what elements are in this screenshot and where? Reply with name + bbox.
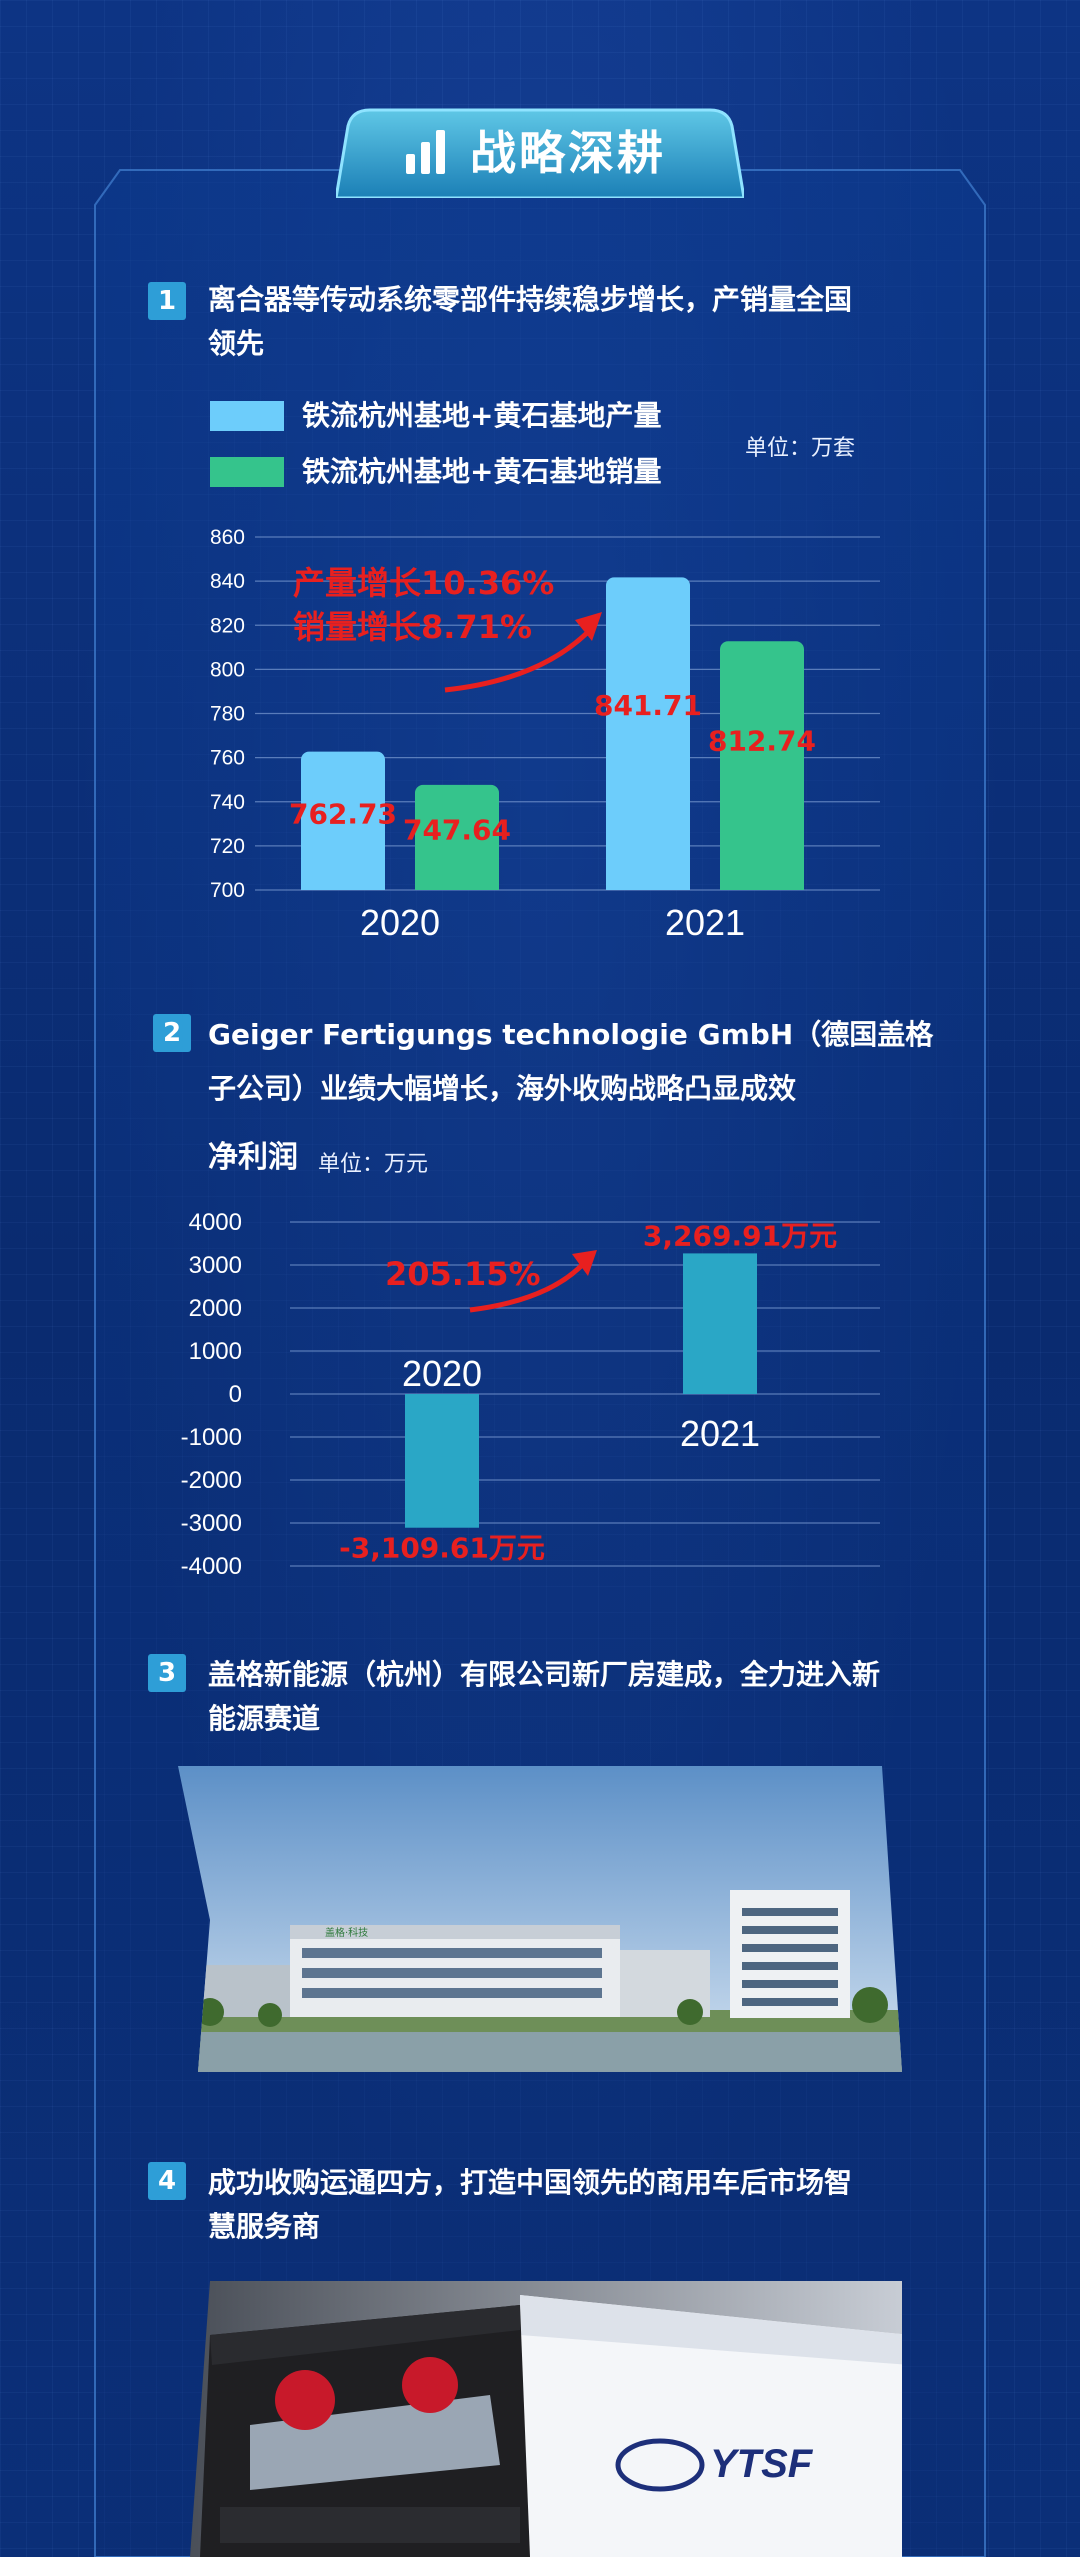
- section-1-badge: 1: [148, 282, 186, 320]
- y-tick-label: 860: [210, 526, 245, 549]
- bar-net-profit-2021: [683, 1253, 757, 1394]
- truck-logo: YTSF: [710, 2442, 814, 2486]
- growth-arrowhead: [575, 612, 602, 641]
- bar-production-2021: [606, 577, 690, 890]
- x-category-label: 2021: [665, 902, 745, 943]
- section-4-heading-line1: 成功收购运通四方，打造中国领先的商用车后市场智: [208, 2166, 853, 2199]
- section-1-heading-line2: 领先: [208, 327, 265, 360]
- section-1-heading-line1: 离合器等传动系统零部件持续稳步增长，产销量全国: [208, 283, 853, 316]
- chart-production-sales: 700 720 740 760 780 800 820 840 860 762.73 747.64 2…: [210, 526, 880, 943]
- growth-arrow: [469, 1260, 587, 1313]
- y-tick-label: -1000: [181, 1424, 242, 1451]
- page-title: 战略深耕: [470, 126, 666, 180]
- bar-base-sales-2020: [415, 880, 499, 890]
- chart2-unit: 单位：万元: [318, 1152, 429, 1177]
- y-tick-label: 780: [210, 703, 245, 726]
- legend-label-production: 铁流杭州基地+黄石基地产量: [302, 399, 662, 432]
- section-4-badge: 4: [148, 2162, 186, 2200]
- growth-net-profit-label: 205.15%: [385, 1255, 541, 1293]
- section-2-heading-line1: Geiger Fertigungs technologie GmbH（德国盖格: [208, 1018, 934, 1051]
- legend-swatch-sales: [210, 457, 284, 487]
- bar-base-production-2021: [606, 880, 690, 890]
- y-tick-label: 700: [210, 879, 245, 902]
- x-category-label: 2021: [680, 1413, 760, 1454]
- legend-label-sales: 铁流杭州基地+黄石基地销量: [302, 455, 662, 488]
- bar-base-sales-2021: [720, 880, 804, 890]
- data-label-production-2020: 762.73: [289, 798, 397, 831]
- new-factory-photo: 盖格·科技: [178, 1766, 902, 2072]
- y-tick-label: 840: [210, 570, 245, 593]
- y-tick-label: 0: [229, 1381, 242, 1408]
- bar-net-profit-2020: [405, 1394, 479, 1528]
- y-tick-label: 820: [210, 614, 245, 637]
- y-tick-label: 720: [210, 835, 245, 858]
- y-tick-label: -2000: [181, 1467, 242, 1494]
- section-2-heading-line2: 子公司）业绩大幅增长，海外收购战略凸显成效: [208, 1072, 797, 1105]
- y-tick-label: 740: [210, 791, 245, 814]
- bar-sales-2020: [415, 784, 499, 890]
- y-tick-label: 3000: [189, 1252, 242, 1279]
- y-tick-label: -4000: [181, 1553, 242, 1580]
- y-tick-label: -3000: [181, 1510, 242, 1537]
- growth-production-label: 产量增长10.36%: [293, 564, 554, 602]
- section-2-badge: 2: [153, 1014, 191, 1052]
- data-label-production-2021: 841.71: [594, 689, 702, 722]
- growth-arrowhead: [572, 1250, 597, 1276]
- bar-chart-icon: [406, 130, 445, 174]
- y-tick-label: 800: [210, 658, 245, 681]
- chart2-title: 净利润: [208, 1140, 298, 1175]
- truck-photo: YTSF: [190, 2281, 902, 2557]
- building-sign: 盖格·科技: [325, 1926, 368, 1939]
- section-3-heading-line1: 盖格新能源（杭州）有限公司新厂房建成，全力进入新: [208, 1658, 881, 1691]
- data-label-sales-2021: 812.74: [708, 725, 816, 758]
- chart1-unit: 单位：万套: [745, 436, 856, 461]
- y-tick-label: 2000: [189, 1295, 242, 1322]
- section-4-heading-line2: 慧服务商: [208, 2210, 321, 2243]
- growth-sales-label: 销量增长8.71%: [293, 608, 532, 646]
- bar-sales-2021: [720, 641, 804, 890]
- bar-production-2020: [301, 751, 385, 890]
- section-3-heading-line2: 能源赛道: [208, 1702, 321, 1735]
- chart-net-profit: 4000 3000 2000 1000 0 -1000 -2000 -3000 -4000 -3,…: [181, 1209, 880, 1580]
- y-tick-label: 760: [210, 747, 245, 770]
- growth-arrow: [444, 628, 592, 693]
- legend-swatch-production: [210, 401, 284, 431]
- y-tick-label: 1000: [189, 1338, 242, 1365]
- data-label-net-profit-2021: 3,269.91万元: [643, 1219, 837, 1252]
- x-category-label: 2020: [402, 1353, 482, 1394]
- data-label-sales-2020: 747.64: [403, 814, 511, 847]
- x-category-label: 2020: [360, 902, 440, 943]
- section-3-badge: 3: [148, 1654, 186, 1692]
- bar-base-production-2020: [301, 880, 385, 890]
- data-label-net-profit-2020: -3,109.61万元: [339, 1532, 545, 1565]
- y-tick-label: 4000: [189, 1209, 242, 1236]
